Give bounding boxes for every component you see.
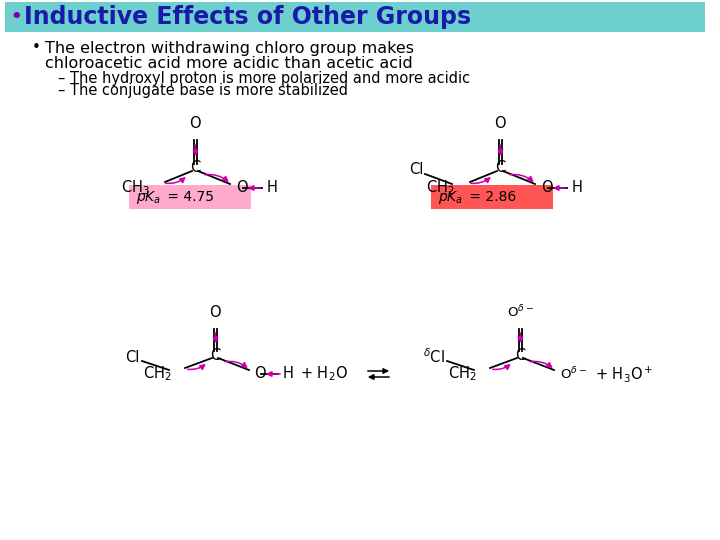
Text: $\mathregular{CH_2}$: $\mathregular{CH_2}$ [143, 364, 172, 383]
FancyBboxPatch shape [129, 185, 251, 209]
Text: – The hydroxyl proton is more polarized and more acidic: – The hydroxyl proton is more polarized … [58, 71, 470, 85]
Bar [5, 2, 705, 32]
Text: p$K_a$: p$K_a$ [136, 188, 161, 206]
Text: p$K_a$: p$K_a$ [438, 188, 463, 206]
Text: O: O [494, 116, 506, 131]
Text: O$^{\delta-}$: O$^{\delta-}$ [560, 366, 587, 382]
Text: $^{\delta}$Cl: $^{\delta}$Cl [423, 348, 445, 366]
Text: = 4.75: = 4.75 [163, 190, 214, 204]
Text: •: • [10, 8, 22, 26]
Text: Inductive Effects of Other Groups: Inductive Effects of Other Groups [24, 5, 471, 29]
Text: O$^{\delta-}$: O$^{\delta-}$ [507, 303, 534, 320]
Text: O: O [254, 367, 266, 381]
Text: H: H [283, 367, 294, 381]
Text: + H$_3$O$^+$: + H$_3$O$^+$ [595, 364, 653, 384]
Text: H: H [572, 180, 583, 195]
Text: $\mathregular{CH_2}$: $\mathregular{CH_2}$ [426, 179, 455, 197]
Text: C: C [210, 348, 220, 362]
FancyBboxPatch shape [431, 185, 553, 209]
Text: – The conjugate base is more stabilized: – The conjugate base is more stabilized [58, 84, 348, 98]
Text: $\mathregular{CH_3}$: $\mathregular{CH_3}$ [121, 179, 150, 197]
Text: $\mathregular{CH_2}$: $\mathregular{CH_2}$ [449, 364, 477, 383]
Text: C: C [495, 160, 505, 176]
Text: •: • [32, 40, 41, 56]
Text: Cl: Cl [409, 163, 423, 178]
Text: chloroacetic acid more acidic than acetic acid: chloroacetic acid more acidic than aceti… [45, 56, 413, 71]
Text: O: O [189, 116, 201, 131]
Text: C: C [515, 348, 525, 362]
Text: O: O [236, 180, 248, 195]
Text: + H$_2$O: + H$_2$O [300, 364, 348, 383]
Text: O: O [541, 180, 553, 195]
Text: Cl: Cl [125, 349, 140, 364]
Text: C: C [190, 160, 200, 176]
Text: = 2.86: = 2.86 [465, 190, 516, 204]
Text: H: H [267, 180, 278, 195]
Text: The electron withdrawing chloro group makes: The electron withdrawing chloro group ma… [45, 40, 414, 56]
Text: O: O [210, 305, 221, 320]
